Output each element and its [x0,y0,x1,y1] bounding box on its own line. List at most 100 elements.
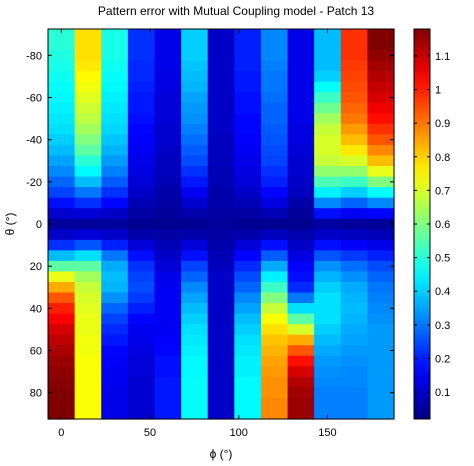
heatmap-cell [74,208,102,220]
heatmap-cell [101,29,129,41]
heatmap-cell [181,176,209,188]
heatmap-cell [154,324,182,336]
heatmap-cell [48,376,76,388]
heatmap-cell [154,229,182,241]
heatmap-cell [234,250,262,262]
heatmap-cell [287,50,315,62]
heatmap-cell [340,260,368,273]
y-tick-label: -60 [26,93,42,105]
heatmap-cell [287,281,315,294]
heatmap-cell [207,176,235,188]
heatmap-cell [101,92,129,104]
heatmap-cell [314,397,342,410]
heatmap-cell [48,71,76,83]
heatmap-cell [181,81,209,93]
heatmap-cell [101,366,129,378]
heatmap-cell [260,239,289,251]
heatmap-cell [74,376,102,388]
heatmap-cell [340,176,368,188]
heatmap-cell [48,39,76,51]
heatmap-cell [234,166,262,178]
heatmap-cell [48,187,76,199]
heatmap-cell [287,397,315,410]
heatmap-cell [48,218,76,230]
heatmap-cell [287,366,315,378]
heatmap-cell [154,292,182,304]
heatmap-cell [48,281,76,294]
heatmap-cell [181,197,209,209]
y-tick-label: -80 [26,50,42,62]
heatmap-cell [207,313,235,325]
heatmap-cell [101,218,129,230]
heatmap-cell [234,292,262,304]
heatmap-cell [207,355,235,367]
heatmap-cell [234,176,262,188]
heatmap-cell [74,166,102,178]
heatmap-cell [127,123,156,135]
heatmap-cell [127,292,156,304]
heatmap-cell [340,376,368,388]
heatmap-cell [181,155,209,167]
heatmap-cell [287,355,315,367]
heatmap-cell [260,134,289,146]
heatmap-cell [207,303,235,315]
heatmap-cell [207,271,235,283]
heatmap-cell [48,355,76,367]
heatmap-cell [101,355,129,367]
heatmap-cell [207,187,235,199]
heatmap-cell [287,39,315,51]
heatmap-cell [260,229,289,241]
heatmap-cell [48,366,76,378]
heatmap-cell [367,229,395,241]
heatmap-cell [181,123,209,135]
heatmap-cell [207,281,235,294]
heatmap-cell [314,334,342,346]
heatmap-cell [74,281,102,294]
heatmap-cell [207,134,235,146]
heatmap-cells [48,29,395,420]
heatmap-cell [234,218,262,230]
heatmap-cell [101,50,129,62]
heatmap-cell [340,39,368,51]
heatmap-cell [287,81,315,93]
heatmap-cell [234,123,262,135]
heatmap-cell [101,260,129,273]
heatmap-cell [207,81,235,93]
heatmap-cell [101,208,129,220]
heatmap-cell [234,324,262,336]
heatmap-cell [101,250,129,262]
heatmap-cell [181,144,209,157]
heatmap-cell [340,292,368,304]
heatmap-cell [314,250,342,262]
heatmap-cell [74,50,102,62]
heatmap-cell [74,303,102,315]
heatmap-cell [48,408,76,420]
heatmap-cell [207,218,235,230]
heatmap-cell [74,155,102,167]
heatmap-cell [367,29,395,41]
y-tick-label: 60 [30,345,42,357]
heatmap-cell [181,334,209,346]
heatmap-cell [48,166,76,178]
heatmap-cell [127,39,156,51]
heatmap-cell [181,60,209,72]
colorbar-ticks: 0.1 0.2 0.3 0.4 0.5 0.6 0.7 0.8 0.9 1 1.1 [414,51,450,399]
heatmap-cell [207,166,235,178]
heatmap-cell [154,29,182,41]
heatmap-cell [367,208,395,220]
heatmap-cell [154,355,182,367]
heatmap-cell [127,376,156,388]
heatmap-cell [287,334,315,346]
heatmap-cell [234,229,262,241]
heatmap-cell [181,303,209,315]
colorbar-tick-label: 0.4 [435,286,450,298]
heatmap-cell [207,260,235,273]
heatmap-cell [101,60,129,72]
heatmap-cell [154,260,182,273]
heatmap-cell [367,250,395,262]
heatmap-cell [314,102,342,114]
heatmap-cell [74,81,102,93]
heatmap-cell [48,123,76,135]
heatmap-cell [101,376,129,388]
heatmap-cell [260,113,289,125]
